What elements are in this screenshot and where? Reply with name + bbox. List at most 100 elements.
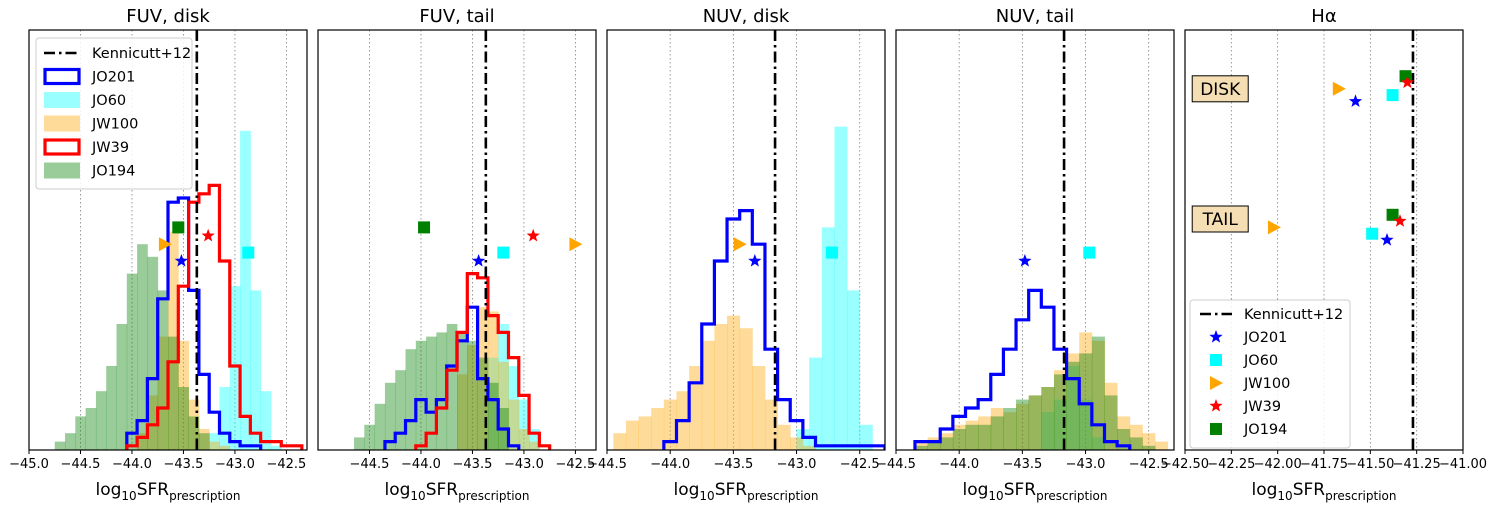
panel-title: NUV, disk bbox=[703, 6, 790, 27]
marker-jo201 bbox=[174, 254, 189, 267]
hist-bar bbox=[1142, 433, 1156, 450]
hist-bar bbox=[198, 433, 210, 450]
hist-bar bbox=[188, 416, 200, 450]
x-tick-label: −44.0 bbox=[401, 457, 441, 472]
x-tick-label: −44.5 bbox=[61, 457, 101, 472]
hist-bar bbox=[940, 437, 954, 450]
legend-label: Kennicutt+12 bbox=[92, 46, 191, 62]
hist-bar bbox=[250, 290, 262, 450]
hist-bar bbox=[1079, 353, 1093, 450]
legend-label: JO201 bbox=[1243, 330, 1287, 346]
panel-3: NUV, disk −44.5 −44.0 −43.5 −43.0 −42.5 log10S… bbox=[587, 6, 886, 503]
hist-bar bbox=[834, 126, 848, 450]
x-tick-label: −41.50 bbox=[1346, 457, 1394, 472]
x-tick-label: −41.75 bbox=[1300, 457, 1348, 472]
group-label-tail: TAIL bbox=[1202, 210, 1239, 230]
hist-bar bbox=[914, 441, 928, 450]
hist-step-jo201 bbox=[125, 196, 263, 450]
marker-jw39 bbox=[1400, 75, 1415, 89]
marker-jw100 bbox=[733, 237, 747, 252]
legend-handle-step bbox=[43, 138, 81, 156]
hist-jo194 bbox=[54, 244, 210, 450]
hist-bar bbox=[1091, 340, 1105, 450]
hist-bar bbox=[116, 324, 128, 450]
hist-bar bbox=[75, 416, 87, 450]
hist-bar bbox=[1016, 399, 1030, 450]
x-tick-label: −43.5 bbox=[713, 457, 753, 472]
marker-jo60 bbox=[497, 246, 510, 259]
hist-bar bbox=[436, 332, 448, 450]
x-tick-label: −43.0 bbox=[215, 457, 255, 472]
hist-bar bbox=[518, 429, 530, 450]
hist-bar bbox=[209, 441, 220, 450]
hist-jw100 bbox=[613, 315, 816, 450]
hist-bar bbox=[739, 328, 753, 450]
marker-jw100 bbox=[158, 237, 172, 252]
x-axis-label: log10SFRprescription bbox=[963, 480, 1108, 503]
hist-jo194 bbox=[354, 324, 509, 450]
hist-bar bbox=[137, 433, 148, 450]
hist-bar bbox=[1041, 387, 1055, 450]
legend-box bbox=[35, 37, 193, 190]
marker-jw39 bbox=[526, 228, 540, 242]
hist-jo60 bbox=[487, 324, 540, 450]
hist-bar bbox=[1003, 408, 1017, 450]
marker-jo194 bbox=[172, 221, 185, 234]
hist-bar bbox=[446, 324, 458, 450]
axes-frame bbox=[28, 29, 308, 451]
hist-bar bbox=[914, 445, 928, 450]
marker-jw100 bbox=[1267, 220, 1281, 235]
x-axis-label: log10SFRprescription bbox=[385, 480, 530, 503]
hist-bar bbox=[354, 437, 365, 450]
hist-bar bbox=[487, 382, 499, 450]
hist-bar bbox=[714, 324, 728, 450]
hist-bar bbox=[821, 227, 835, 450]
hist-bar bbox=[415, 340, 427, 450]
legend-label: JO60 bbox=[1243, 353, 1278, 369]
hist-bar bbox=[229, 286, 241, 450]
hist-bar bbox=[1066, 366, 1080, 450]
hist-bar bbox=[1129, 437, 1143, 450]
hist-bar bbox=[790, 437, 804, 450]
hist-bar bbox=[1104, 382, 1118, 450]
hist-bar bbox=[859, 424, 873, 450]
hist-bar bbox=[752, 366, 766, 450]
panel-1: FUV, disk −45.0 −44.5 −44.0 −43.5 −43.0 −42.5 l… bbox=[9, 6, 308, 503]
marker-jo201 bbox=[748, 254, 762, 267]
hist-bar bbox=[1016, 403, 1030, 450]
legend-label: JW100 bbox=[1243, 376, 1290, 392]
group-label-box bbox=[1191, 205, 1249, 233]
panel-2: FUV, tail −44.5 −44.0 −43.5 −43.0 −42.5 log10S… bbox=[317, 6, 597, 503]
legend-marker-jo194 bbox=[1210, 423, 1222, 435]
marker-jw100 bbox=[569, 237, 583, 252]
hist-bar bbox=[85, 408, 97, 450]
hist-bar bbox=[126, 273, 138, 450]
panel-title: FUV, disk bbox=[126, 6, 210, 27]
hist-bar bbox=[498, 361, 509, 450]
hist-bar bbox=[518, 399, 530, 450]
hist-bar bbox=[157, 336, 169, 450]
marker-jo201 bbox=[1018, 254, 1032, 267]
marker-jw39 bbox=[1393, 214, 1407, 227]
marker-jo60 bbox=[825, 246, 838, 259]
hist-bar bbox=[1053, 374, 1067, 450]
hist-bar bbox=[940, 433, 954, 450]
hist-bar bbox=[157, 290, 169, 450]
hist-bar bbox=[965, 424, 979, 450]
legend-label: JO60 bbox=[91, 93, 126, 109]
hist-bar bbox=[847, 290, 861, 450]
hist-bar bbox=[1117, 416, 1131, 450]
hist-bar bbox=[209, 433, 220, 450]
hist-bar bbox=[701, 340, 715, 450]
hist-jo60 bbox=[209, 130, 282, 450]
hist-jw100 bbox=[137, 231, 231, 450]
hist-bar bbox=[1041, 412, 1055, 450]
panel-4: NUV, tail −44.5 −44.0 −43.5 −43.0 −42.5 log10S… bbox=[876, 6, 1175, 503]
group-label-box bbox=[1191, 75, 1249, 103]
hist-bar bbox=[178, 340, 189, 450]
hist-bar bbox=[952, 424, 966, 450]
x-tick-label: −44.0 bbox=[650, 457, 690, 472]
hist-bar bbox=[487, 357, 499, 450]
hist-bar bbox=[467, 340, 478, 450]
legend-handle-fill bbox=[44, 115, 80, 132]
